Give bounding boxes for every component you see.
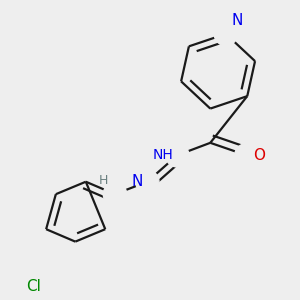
Text: NH: NH <box>153 148 173 162</box>
Text: H: H <box>99 174 108 187</box>
Circle shape <box>22 260 45 283</box>
Circle shape <box>136 170 159 194</box>
Text: N: N <box>131 174 142 189</box>
Circle shape <box>214 22 238 46</box>
Text: N: N <box>232 13 243 28</box>
Text: Cl: Cl <box>26 279 41 294</box>
Circle shape <box>235 144 258 167</box>
Text: O: O <box>253 148 265 163</box>
Circle shape <box>166 144 189 167</box>
Circle shape <box>103 182 127 206</box>
